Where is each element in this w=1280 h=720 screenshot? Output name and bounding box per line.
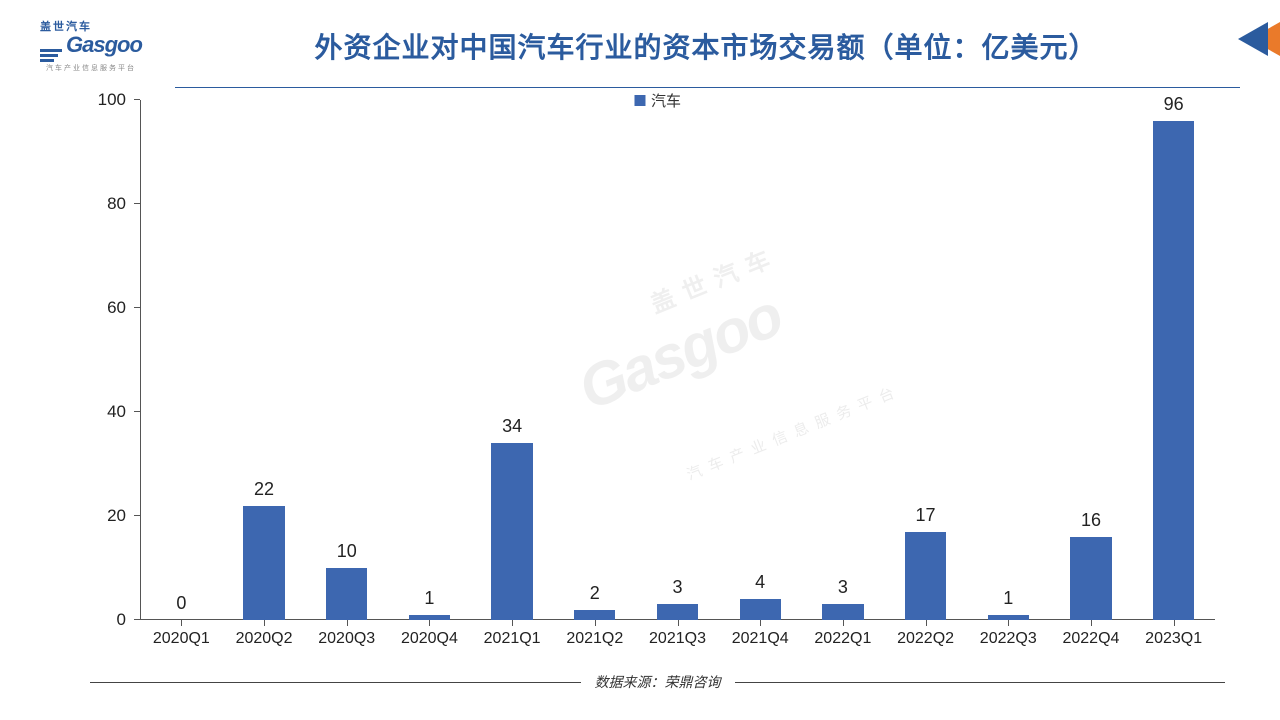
bar-value-label: 1 — [424, 588, 434, 609]
y-tick-label: 100 — [98, 90, 126, 110]
bar-value-label: 17 — [916, 505, 936, 526]
logo-en-text: Gasgoo — [66, 32, 142, 58]
footer: 数据来源：荣鼎咨询 — [90, 672, 1225, 692]
bar-value-label: 0 — [176, 593, 186, 614]
corner-arrow-icon — [1230, 22, 1280, 56]
footer-source-text: 数据来源：荣鼎咨询 — [581, 672, 735, 692]
logo-bars-icon — [40, 49, 62, 62]
y-tick-mark — [134, 99, 140, 100]
x-tick-mark — [181, 620, 182, 626]
bar: 3 — [822, 604, 863, 620]
x-tick-mark — [347, 620, 348, 626]
x-tick-mark — [760, 620, 761, 626]
x-tick-mark — [595, 620, 596, 626]
footer-line-right — [735, 682, 1226, 683]
bar: 4 — [740, 599, 781, 620]
bar-value-label: 2 — [590, 583, 600, 604]
y-tick-mark — [134, 411, 140, 412]
y-tick-label: 40 — [107, 402, 126, 422]
x-tick-mark — [926, 620, 927, 626]
bar-value-label: 96 — [1164, 94, 1184, 115]
page-title: 外资企业对中国汽车行业的资本市场交易额（单位：亿美元） — [172, 26, 1240, 66]
chart-plot-area: 02040608010002020Q1222020Q2102020Q312020… — [140, 100, 1215, 620]
bar-value-label: 3 — [672, 577, 682, 598]
x-tick-mark — [264, 620, 265, 626]
bar: 16 — [1070, 537, 1111, 620]
x-tick-label: 2020Q1 — [153, 630, 210, 648]
bar: 10 — [326, 568, 367, 620]
bar: 22 — [243, 506, 284, 620]
x-tick-label: 2022Q3 — [980, 630, 1037, 648]
x-tick-label: 2022Q4 — [1062, 630, 1119, 648]
y-axis-line — [140, 100, 141, 620]
logo-sub-text: 汽车产业信息服务平台 — [40, 63, 142, 73]
bar: 96 — [1153, 121, 1194, 620]
x-tick-label: 2021Q1 — [484, 630, 541, 648]
x-tick-mark — [843, 620, 844, 626]
x-tick-label: 2020Q3 — [318, 630, 375, 648]
bar-value-label: 22 — [254, 479, 274, 500]
y-tick-mark — [134, 203, 140, 204]
y-tick-label: 0 — [117, 610, 126, 630]
bar: 34 — [491, 443, 532, 620]
bar: 3 — [657, 604, 698, 620]
title-underline — [175, 87, 1240, 88]
chart: 汽车 盖世汽车 Gasgoo 汽车产业信息服务平台 02040608010002… — [90, 90, 1225, 660]
x-tick-label: 2020Q2 — [236, 630, 293, 648]
bar: 17 — [905, 532, 946, 620]
y-tick-label: 80 — [107, 194, 126, 214]
x-tick-label: 2021Q2 — [566, 630, 623, 648]
bar-value-label: 4 — [755, 572, 765, 593]
bar: 2 — [574, 610, 615, 620]
bar-value-label: 3 — [838, 577, 848, 598]
x-tick-mark — [429, 620, 430, 626]
logo-main: Gasgoo — [40, 32, 142, 62]
x-tick-mark — [1174, 620, 1175, 626]
bar-value-label: 16 — [1081, 510, 1101, 531]
bar-value-label: 10 — [337, 541, 357, 562]
y-tick-mark — [134, 619, 140, 620]
header: 盖世汽车 Gasgoo 汽车产业信息服务平台 外资企业对中国汽车行业的资本市场交… — [0, 0, 1280, 81]
x-tick-mark — [678, 620, 679, 626]
x-tick-label: 2023Q1 — [1145, 630, 1202, 648]
y-tick-label: 20 — [107, 506, 126, 526]
bar-value-label: 1 — [1003, 588, 1013, 609]
y-tick-mark — [134, 307, 140, 308]
x-tick-mark — [1008, 620, 1009, 626]
y-tick-label: 60 — [107, 298, 126, 318]
x-tick-label: 2021Q3 — [649, 630, 706, 648]
x-tick-label: 2022Q2 — [897, 630, 954, 648]
x-tick-label: 2020Q4 — [401, 630, 458, 648]
x-tick-label: 2021Q4 — [732, 630, 789, 648]
bar-value-label: 34 — [502, 416, 522, 437]
y-tick-mark — [134, 515, 140, 516]
x-tick-label: 2022Q1 — [814, 630, 871, 648]
logo: 盖世汽车 Gasgoo 汽车产业信息服务平台 — [40, 18, 142, 73]
x-tick-mark — [1091, 620, 1092, 626]
footer-line-left — [90, 682, 581, 683]
x-tick-mark — [512, 620, 513, 626]
